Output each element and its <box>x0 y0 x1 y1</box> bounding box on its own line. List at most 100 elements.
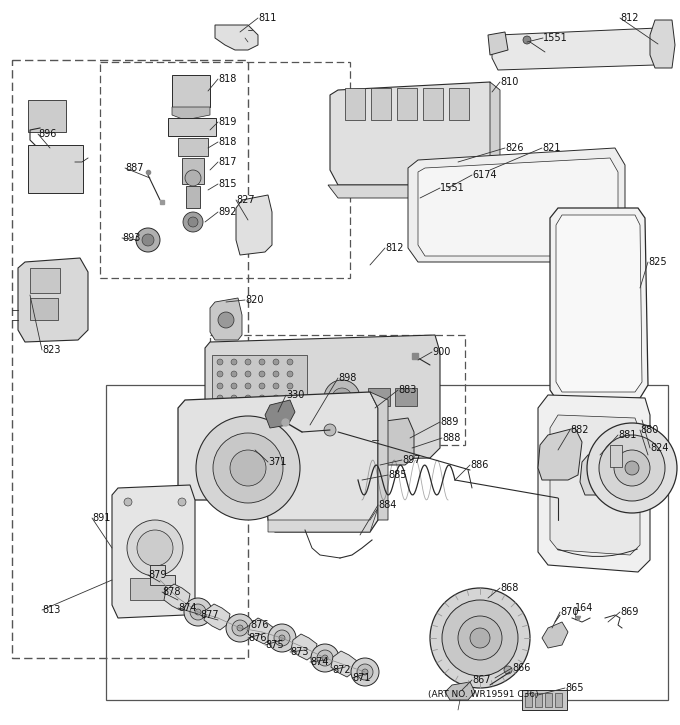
Bar <box>210 335 465 445</box>
Bar <box>12 60 248 658</box>
Circle shape <box>470 628 490 648</box>
Text: 824: 824 <box>650 443 668 453</box>
Polygon shape <box>538 428 582 480</box>
Polygon shape <box>210 298 242 340</box>
Polygon shape <box>490 82 500 185</box>
Bar <box>28 145 83 193</box>
Text: 813: 813 <box>42 605 61 615</box>
Text: 881: 881 <box>618 430 636 440</box>
Text: 818: 818 <box>218 137 237 147</box>
Circle shape <box>178 498 186 506</box>
Polygon shape <box>172 107 210 120</box>
Circle shape <box>142 234 154 246</box>
Circle shape <box>504 666 512 674</box>
Circle shape <box>324 424 336 436</box>
Text: 888: 888 <box>442 433 460 443</box>
Polygon shape <box>265 400 295 428</box>
Circle shape <box>317 650 333 666</box>
Bar <box>186 186 200 208</box>
Circle shape <box>279 635 285 641</box>
Circle shape <box>275 433 281 439</box>
Bar <box>423 88 443 120</box>
Polygon shape <box>492 28 668 70</box>
Polygon shape <box>542 622 568 648</box>
Circle shape <box>261 433 267 439</box>
Text: 874: 874 <box>310 657 328 667</box>
Circle shape <box>614 450 650 486</box>
Circle shape <box>219 433 225 439</box>
Circle shape <box>137 530 173 566</box>
Polygon shape <box>418 158 618 256</box>
Polygon shape <box>650 20 675 68</box>
Text: 898: 898 <box>338 373 356 383</box>
Text: 880: 880 <box>640 425 658 435</box>
Text: 827: 827 <box>236 195 254 205</box>
Circle shape <box>625 461 639 475</box>
Circle shape <box>458 616 502 660</box>
Bar <box>30 298 58 320</box>
Circle shape <box>261 423 267 429</box>
Bar <box>449 88 469 120</box>
Text: 164: 164 <box>575 603 594 613</box>
Polygon shape <box>370 392 388 520</box>
Polygon shape <box>328 178 500 198</box>
Circle shape <box>231 359 237 365</box>
Polygon shape <box>488 32 508 55</box>
Bar <box>178 138 208 156</box>
Circle shape <box>274 630 290 646</box>
Text: (ART NO. WR19591 C36): (ART NO. WR19591 C36) <box>428 689 539 698</box>
Text: 330: 330 <box>286 390 305 400</box>
Text: 871: 871 <box>352 673 371 683</box>
Circle shape <box>324 380 360 416</box>
Circle shape <box>127 520 183 576</box>
Bar <box>535 693 542 707</box>
Circle shape <box>523 36 531 44</box>
Circle shape <box>311 644 339 672</box>
Text: 821: 821 <box>542 143 560 153</box>
Circle shape <box>226 614 254 642</box>
Circle shape <box>287 371 293 377</box>
Text: 889: 889 <box>440 417 458 427</box>
Bar <box>100 62 350 278</box>
Text: 870: 870 <box>560 607 579 617</box>
Polygon shape <box>150 565 175 585</box>
Polygon shape <box>330 82 498 185</box>
Circle shape <box>247 443 253 449</box>
Text: 885: 885 <box>388 470 407 480</box>
Circle shape <box>287 395 293 401</box>
Bar <box>555 693 562 707</box>
Circle shape <box>183 212 203 232</box>
Circle shape <box>230 450 266 486</box>
Text: 6174: 6174 <box>472 170 496 180</box>
Bar <box>172 75 210 107</box>
Text: 817: 817 <box>218 157 237 167</box>
Circle shape <box>231 383 237 389</box>
Circle shape <box>259 371 265 377</box>
Circle shape <box>217 395 223 401</box>
Circle shape <box>219 443 225 449</box>
Text: 825: 825 <box>648 257 666 267</box>
Circle shape <box>362 434 374 446</box>
Text: 873: 873 <box>290 647 309 657</box>
Polygon shape <box>615 248 630 268</box>
Text: 826: 826 <box>505 143 524 153</box>
Bar <box>371 88 391 120</box>
Polygon shape <box>215 25 258 50</box>
Polygon shape <box>538 395 650 572</box>
Circle shape <box>217 371 223 377</box>
Circle shape <box>124 498 132 506</box>
Text: 879: 879 <box>148 570 167 580</box>
Circle shape <box>322 655 328 661</box>
Text: 819: 819 <box>218 117 237 127</box>
Polygon shape <box>580 450 620 495</box>
Circle shape <box>599 435 665 501</box>
Polygon shape <box>178 392 378 532</box>
Circle shape <box>184 598 212 626</box>
Text: 886: 886 <box>470 460 488 470</box>
Text: 867: 867 <box>472 675 490 685</box>
Polygon shape <box>204 604 230 630</box>
Circle shape <box>219 423 225 429</box>
Text: 892: 892 <box>218 207 237 217</box>
Bar <box>397 88 417 120</box>
Text: 891: 891 <box>92 513 110 523</box>
